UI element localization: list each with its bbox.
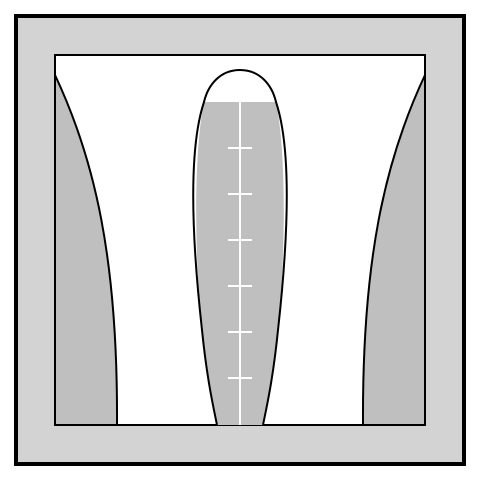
left-curved-shape	[54, 74, 119, 426]
bulb-cap	[204, 70, 276, 102]
right-curved-shape	[361, 74, 426, 426]
tick-marks	[228, 147, 252, 379]
bulb-outline	[192, 68, 288, 426]
